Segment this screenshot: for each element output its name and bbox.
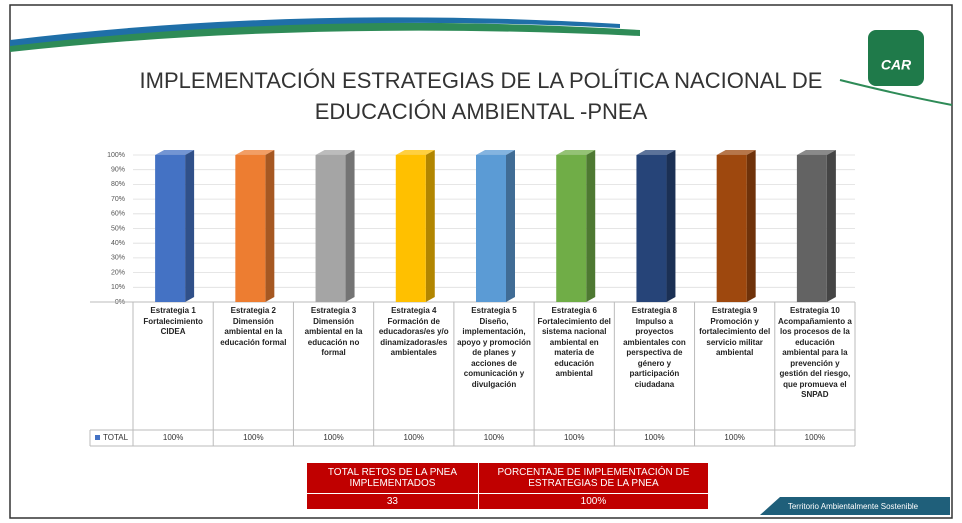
x-tick-label-box: Estrategia 4 Formación de educadoras/es … bbox=[378, 306, 449, 357]
x-tick-label: Estrategia 4 Formación de educadoras/es … bbox=[378, 306, 449, 357]
bar-top bbox=[315, 150, 355, 155]
x-tick-label-box: Estrategia 9 Promoción y fortalecimiento… bbox=[699, 306, 771, 357]
bar bbox=[235, 155, 266, 302]
bar-top bbox=[155, 150, 195, 155]
bar-side bbox=[345, 150, 355, 302]
summary-header: TOTAL RETOS DE LA PNEA IMPLEMENTADOS bbox=[306, 462, 479, 494]
bar-side bbox=[666, 150, 676, 302]
data-label: 100% bbox=[805, 433, 825, 442]
legend-label: TOTAL bbox=[103, 433, 129, 442]
y-tick-label: 60% bbox=[111, 211, 125, 218]
x-tick-label: Estrategia 5 Diseño, implementación, apo… bbox=[457, 306, 531, 389]
x-tick-label-box: Estrategia 1 Fortalecimiento CIDEA bbox=[143, 306, 203, 336]
bar-side bbox=[586, 150, 596, 302]
bar-side bbox=[265, 150, 275, 302]
x-tick-label-box: Estrategia 5 Diseño, implementación, apo… bbox=[457, 306, 531, 389]
x-tick-label: Estrategia 9 Promoción y fortalecimiento… bbox=[699, 306, 771, 357]
bar-top bbox=[556, 150, 596, 155]
chart-title: IMPLEMENTACIÓN ESTRATEGIAS DE LA POLÍTIC… bbox=[140, 68, 823, 93]
bar-side bbox=[506, 150, 515, 302]
bar bbox=[155, 155, 186, 302]
data-label: 100% bbox=[163, 433, 183, 442]
summary-table: TOTAL RETOS DE LA PNEA IMPLEMENTADOS POR… bbox=[306, 462, 710, 510]
bar-top bbox=[636, 150, 676, 155]
x-tick-label-box: Estrategia 6 Fortalecimiento del sistema… bbox=[537, 306, 611, 378]
bar-top bbox=[796, 150, 836, 155]
y-tick-label: 50% bbox=[111, 225, 125, 232]
y-tick-label: 20% bbox=[111, 269, 125, 276]
footer-text: Territorio Ambientalmente Sostenible bbox=[788, 502, 919, 511]
y-tick-label: 70% bbox=[111, 196, 125, 203]
bar-top bbox=[476, 150, 515, 155]
top-swoosh bbox=[10, 22, 640, 52]
x-tick-label-box: Estrategia 10 Acompañamiento a los proce… bbox=[777, 306, 852, 399]
x-tick-label-box: Estrategia 3 Dimensión ambiental en la e… bbox=[304, 306, 363, 357]
bar-top bbox=[716, 150, 756, 155]
bar-side bbox=[425, 150, 435, 302]
bar bbox=[476, 155, 506, 302]
x-tick-label-box: Estrategia 8 Impulso a proyectos ambient… bbox=[623, 306, 686, 389]
bar bbox=[636, 155, 667, 302]
summary-value: 33 bbox=[306, 493, 479, 510]
summary-value: 100% bbox=[477, 493, 710, 510]
data-label: 100% bbox=[243, 433, 263, 442]
bar-top bbox=[235, 150, 275, 155]
data-label: 100% bbox=[484, 433, 504, 442]
bar-side bbox=[185, 150, 195, 302]
legend-swatch bbox=[95, 435, 100, 440]
bar bbox=[716, 155, 747, 302]
logo-box bbox=[868, 30, 924, 86]
y-tick-label: 40% bbox=[111, 240, 125, 247]
chart-title-line2: EDUCACIÓN AMBIENTAL -PNEA bbox=[315, 99, 648, 124]
x-tick-label: Estrategia 3 Dimensión ambiental en la e… bbox=[304, 306, 363, 357]
x-tick-label: Estrategia 8 Impulso a proyectos ambient… bbox=[623, 306, 686, 389]
bar-side bbox=[746, 150, 756, 302]
y-tick-label: 90% bbox=[111, 167, 125, 174]
y-tick-label: 80% bbox=[111, 181, 125, 188]
summary-header: PORCENTAJE DE IMPLEMENTACIÓN DE ESTRATEG… bbox=[477, 462, 710, 494]
top-swoosh-blue bbox=[10, 17, 620, 46]
bar bbox=[796, 155, 827, 302]
bar-top bbox=[395, 150, 435, 155]
y-tick-label: 30% bbox=[111, 255, 125, 262]
slide-border bbox=[9, 4, 953, 519]
x-tick-label: Estrategia 2 Dimensión ambiental en la e… bbox=[220, 306, 287, 347]
data-label: 100% bbox=[564, 433, 584, 442]
bar-side bbox=[826, 150, 836, 302]
data-label: 100% bbox=[724, 433, 744, 442]
x-tick-label-box: Estrategia 2 Dimensión ambiental en la e… bbox=[220, 306, 287, 347]
bar bbox=[556, 155, 587, 302]
logo: CAR bbox=[868, 30, 924, 86]
y-tick-label: 10% bbox=[111, 284, 125, 291]
data-label: 100% bbox=[404, 433, 424, 442]
data-label: 100% bbox=[644, 433, 664, 442]
data-label: 100% bbox=[323, 433, 343, 442]
bar bbox=[395, 155, 426, 302]
logo-text: CAR bbox=[881, 57, 912, 73]
side-line bbox=[839, 79, 953, 106]
x-tick-label: Estrategia 6 Fortalecimiento del sistema… bbox=[537, 306, 611, 378]
x-tick-label: Estrategia 1 Fortalecimiento CIDEA bbox=[143, 306, 203, 336]
footer-band bbox=[760, 497, 950, 515]
y-tick-label: 100% bbox=[107, 152, 125, 159]
x-tick-label: Estrategia 10 Acompañamiento a los proce… bbox=[777, 306, 852, 399]
bar bbox=[315, 155, 346, 302]
